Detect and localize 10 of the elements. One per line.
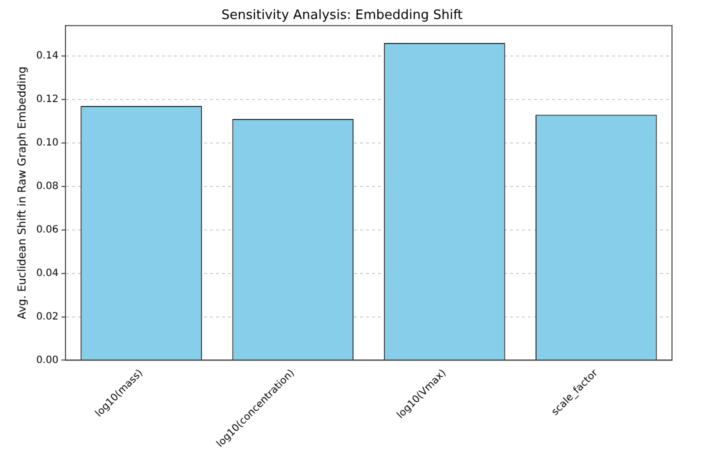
y-tick-label: 0.06	[36, 224, 58, 236]
chart-title: Sensitivity Analysis: Embedding Shift	[221, 8, 463, 24]
y-tick-label: 0.14	[36, 50, 58, 62]
y-tick-label: 0.08	[36, 181, 58, 192]
y-tick-label: 0.02	[36, 311, 58, 322]
y-tick-label: 0.10	[36, 138, 58, 149]
y-tick-label: 0.04	[36, 268, 58, 279]
y-tick-label: 0.00	[36, 354, 58, 366]
y-axis-title: Avg. Euclidean Shift in Raw Graph Embedding	[15, 66, 28, 320]
y-tick-label: 0.12	[36, 94, 58, 106]
